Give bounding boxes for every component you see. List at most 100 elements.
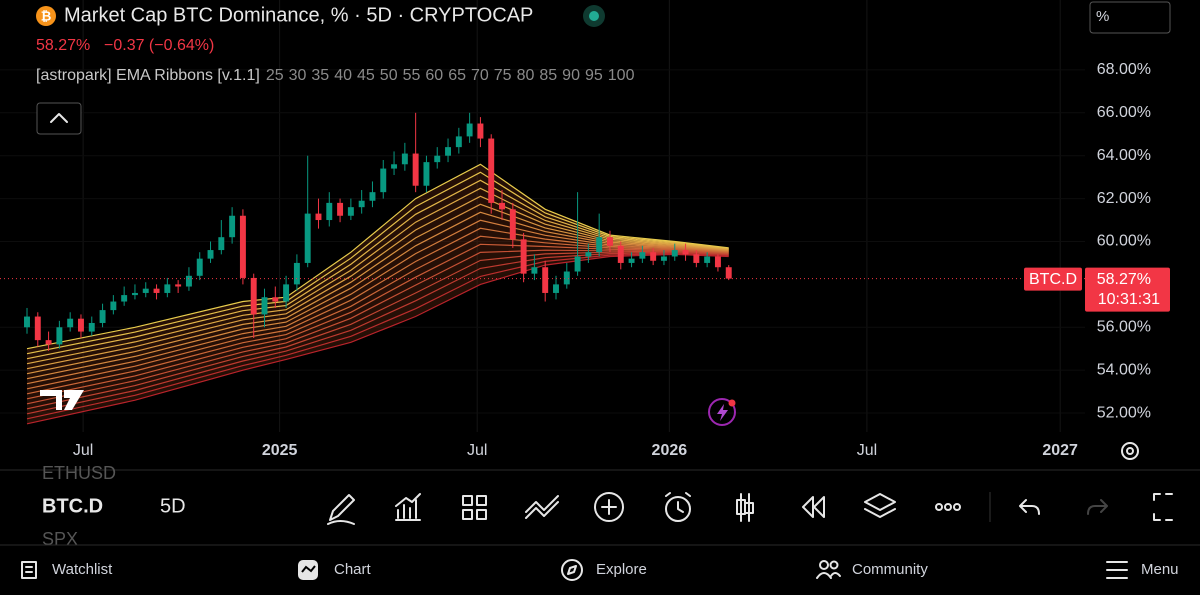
replay-icon[interactable] [802,496,825,518]
candle-body [531,267,538,274]
interval-button[interactable]: 5D [160,495,186,517]
tradingview-logo [40,390,84,410]
more-icon[interactable] [935,503,943,511]
candle-body [660,256,667,261]
bitcoin-glyph: ₿ [41,8,52,23]
ema-period: 75 [494,67,512,84]
lightning-glyph [717,404,728,421]
x-tick-label: Jul [857,442,877,459]
more-icon [944,503,952,511]
x-tick-label: Jul [73,442,93,459]
symbol-item[interactable]: ETHUSD [42,463,116,483]
nav-item[interactable]: Watchlist [52,561,113,578]
price-tag-label: 58.27% [1097,271,1151,288]
y-tick-label: 62.00% [1097,190,1151,207]
market-status-dot [589,11,599,21]
countdown-label: 10:31:31 [1098,291,1160,308]
candle-body [88,322,95,332]
chart-title: Market Cap BTC Dominance, % · 5D · CRYPT… [64,4,533,26]
ema-ribbon-line [26,227,729,390]
nav-item[interactable]: Chart [334,561,372,578]
candle-body [434,155,441,163]
nav-item[interactable]: Menu [1141,561,1179,578]
x-tick-label: 2027 [1042,442,1078,459]
last-price: 58.27% [36,37,90,54]
chart-type-icon[interactable] [736,493,754,522]
collapse-button[interactable] [36,102,82,135]
community-icon [829,560,839,570]
candle-body [704,256,711,263]
candle-body [617,245,624,263]
compare-icon[interactable] [525,495,559,519]
layouts-icon[interactable] [462,495,487,520]
candle-body [67,318,74,328]
candle-body [445,147,452,156]
candle-body [391,164,398,169]
ema-period: 60 [425,67,443,84]
redo-icon[interactable] [1087,499,1108,515]
candle-body [218,237,225,251]
alert-icon[interactable] [708,398,736,426]
scale-button[interactable] [1089,1,1171,34]
ema-period: 85 [539,67,557,84]
candle-body [153,288,160,293]
ema-period: 25 [266,67,284,84]
symbol-tag [1024,267,1082,291]
candle-body [412,153,419,186]
candle-body [185,275,192,287]
explore-icon[interactable] [561,559,583,581]
community-icon[interactable] [819,560,829,570]
symbol-tag-label: BTC.D [1029,271,1077,288]
nav-item[interactable]: Explore [596,561,647,578]
candle-body [509,209,516,240]
candle-body [574,256,581,272]
candle-body [358,200,365,208]
more-icon [953,503,961,511]
draw-icon[interactable] [327,494,355,525]
watchlist-icon[interactable] [21,561,37,579]
ema-ribbon-line [26,171,729,355]
candle-body [520,239,527,274]
candle-body [250,277,257,315]
menu-icon[interactable] [1106,561,1128,579]
candle-body [261,297,268,315]
candle-body [304,213,311,263]
candle-body [477,123,484,139]
candle-body [121,295,128,302]
indicators-icon[interactable] [395,493,421,521]
nav-item[interactable]: Community [852,561,928,578]
ema-period: 80 [517,67,535,84]
ema-ribbon-line [26,163,729,350]
candle-body [553,284,559,293]
candle-body [563,271,570,285]
ema-period: 95 [585,67,603,84]
explore-icon-needle [567,565,577,575]
candle-body [607,237,613,246]
alarm-icon[interactable] [665,496,691,522]
ema-ribbon-line [26,187,729,365]
candle-body [326,202,333,221]
add-icon[interactable] [594,492,624,522]
candle-body [99,310,106,323]
settings-icon-center [1126,447,1134,455]
candle-body [714,256,721,268]
symbol-item[interactable]: SPX [42,529,78,549]
ema-period: 30 [289,67,307,84]
layers-icon[interactable] [864,493,896,518]
undo-icon[interactable] [1019,499,1040,515]
y-tick-label: 52.00% [1097,404,1151,421]
price-tag [1085,267,1170,312]
settings-icon[interactable] [1121,442,1139,460]
candle-body [693,254,700,263]
ema-period: 65 [448,67,466,84]
ema-ribbon-line [26,251,729,410]
candle-body [142,288,149,293]
candle-body [466,123,473,137]
fullscreen-icon[interactable] [1153,493,1173,521]
ema-ribbon-line [26,235,729,395]
symbol-item[interactable]: BTC.D [42,495,103,517]
candle-body [725,267,732,279]
ema-ribbon-line [26,249,729,405]
candle-body [315,213,322,221]
chart-icon[interactable] [298,560,318,580]
